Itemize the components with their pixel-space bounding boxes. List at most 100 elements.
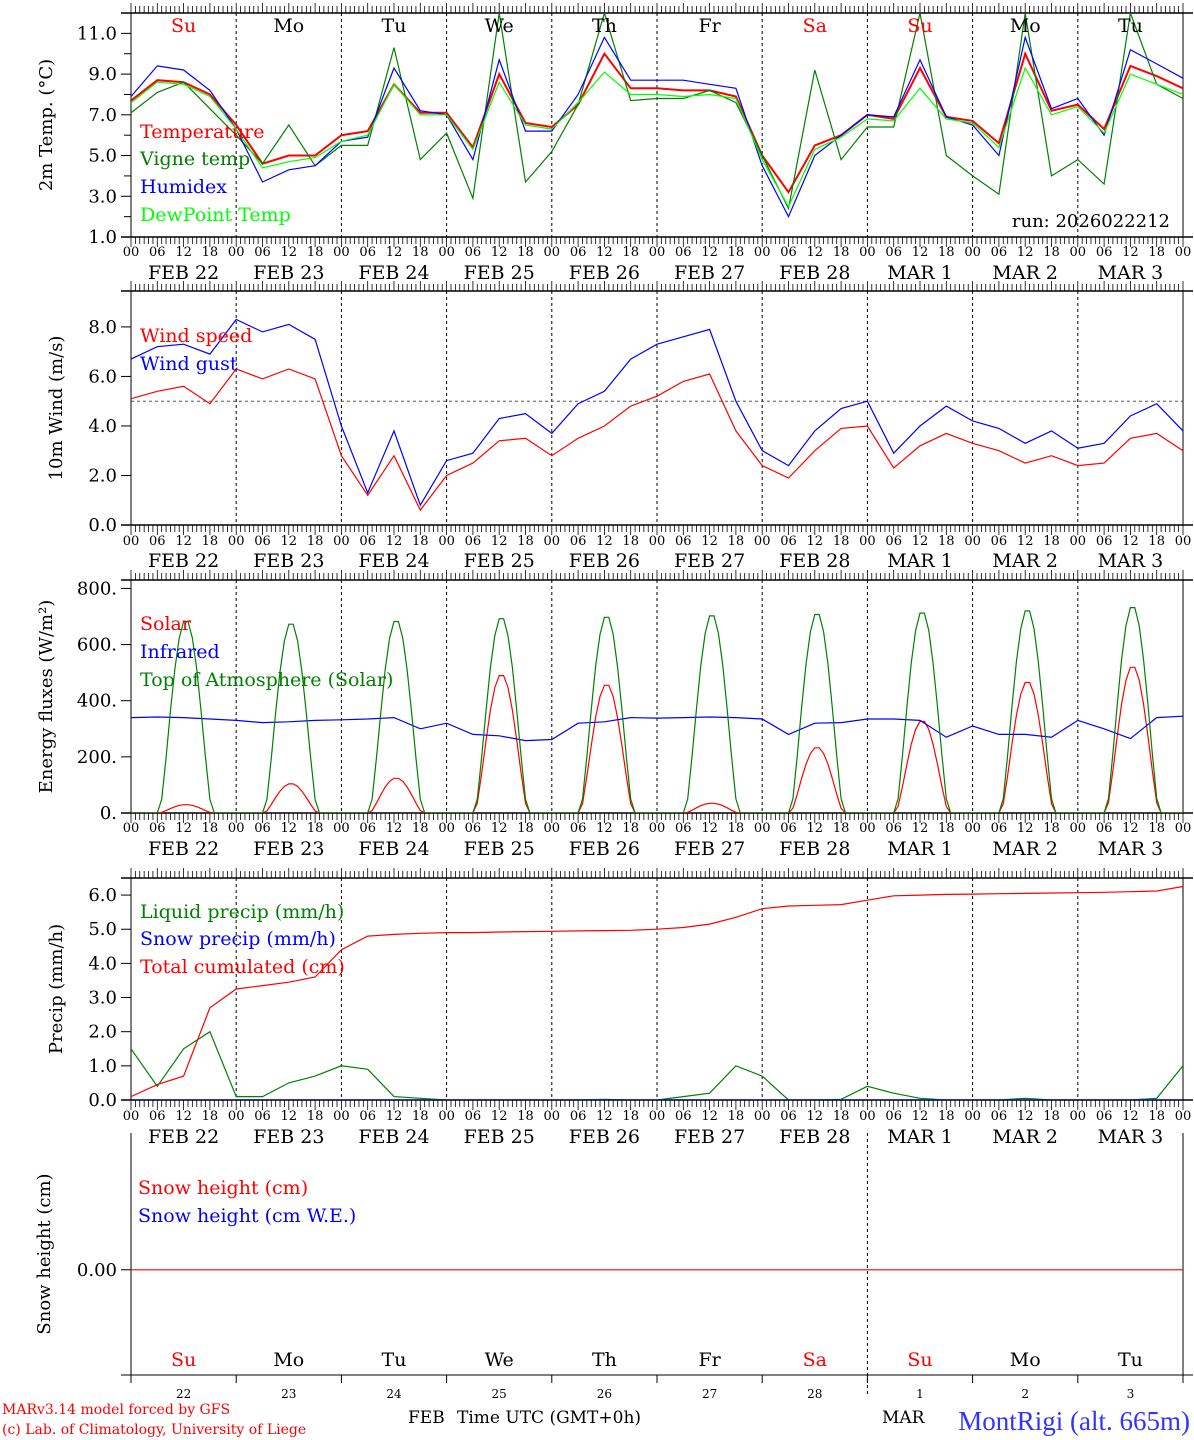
series-line-vigne-temp: [131, 13, 1183, 211]
hour-tick-label: 00: [333, 534, 350, 549]
hour-tick-label: 06: [991, 534, 1008, 549]
hour-tick-label: 06: [780, 1109, 797, 1124]
hour-tick-label: 12: [596, 534, 613, 549]
date-label: FEB 22: [148, 1126, 219, 1148]
footer: MARv3.14 model forced by GFS (c) Lab. of …: [2, 1402, 1190, 1438]
hour-tick-label: 18: [307, 534, 324, 549]
hour-tick-label: 06: [149, 1109, 166, 1124]
y-tick-label: 6.0: [88, 885, 117, 906]
legend-entry: Total cumulated (cm): [140, 956, 345, 978]
hour-tick-label: 12: [386, 821, 403, 836]
y-tick-label: 0.00: [77, 1260, 117, 1281]
date-label: FEB 25: [464, 1126, 535, 1148]
series-line-wind-speed: [131, 368, 1183, 512]
date-label: FEB 26: [569, 262, 640, 284]
hour-tick-label: 06: [885, 1109, 902, 1124]
date-label: FEB 27: [674, 1126, 745, 1148]
hour-tick-label: 12: [1122, 245, 1139, 260]
day-number-label: 28: [807, 1387, 822, 1401]
hour-tick-label: 12: [807, 821, 824, 836]
date-label: FEB 28: [779, 1126, 850, 1148]
y-axis-title: Precip (mm/h): [46, 924, 67, 1054]
y-tick-label: 0.0: [88, 1090, 117, 1111]
hour-tick-label: 00: [964, 245, 981, 260]
hour-tick-label: 12: [701, 821, 718, 836]
hour-tick-label: 00: [1070, 1109, 1087, 1124]
date-label: MAR 2: [992, 262, 1058, 284]
hour-tick-label: 12: [386, 1109, 403, 1124]
hour-tick-label: 06: [359, 821, 376, 836]
y-tick-label: 400.: [77, 691, 117, 712]
hour-tick-label: 18: [938, 821, 955, 836]
hour-tick-label: 12: [596, 245, 613, 260]
legend-entry: Liquid precip (mm/h): [140, 901, 344, 923]
hour-tick-label: 12: [491, 1109, 508, 1124]
hour-tick-label: 12: [281, 245, 298, 260]
day-name-label: Su: [171, 1349, 196, 1371]
y-tick-label: 4.0: [88, 416, 117, 437]
day-name-label: Su: [907, 15, 932, 37]
day-name-label: Tu: [382, 15, 407, 37]
hour-tick-label: 00: [1175, 245, 1192, 260]
date-label: FEB 25: [464, 838, 535, 860]
hour-tick-label: 06: [780, 245, 797, 260]
hour-tick-label: 18: [307, 1109, 324, 1124]
hour-tick-label: 12: [912, 821, 929, 836]
hour-tick-label: 06: [149, 245, 166, 260]
hour-tick-label: 18: [1148, 245, 1165, 260]
y-axis-title: 10m Wind (m/s): [46, 336, 67, 481]
hour-tick-label: 06: [885, 245, 902, 260]
day-name-label: Sa: [803, 1349, 827, 1371]
hour-tick-label: 06: [885, 821, 902, 836]
hour-tick-label: 00: [1070, 821, 1087, 836]
legend-entry: DewPoint Temp: [140, 204, 291, 226]
hour-tick-label: 18: [622, 534, 639, 549]
lab-credit: (c) Lab. of Climatology, University of L…: [2, 1422, 306, 1438]
hour-tick-label: 06: [465, 245, 482, 260]
hour-tick-label: 06: [991, 1109, 1008, 1124]
hour-tick-label: 06: [465, 1109, 482, 1124]
hour-tick-label: 18: [728, 534, 745, 549]
hour-tick-label: 18: [202, 1109, 219, 1124]
date-label: FEB 24: [358, 262, 429, 284]
hour-tick-label: 06: [675, 245, 692, 260]
y-tick-label: 7.0: [88, 105, 117, 126]
panel-2m-temperature: 00 06 12 18 00 06 12 18 00 06 12 18 00 06 12 18 00 06 12 18…: [36, 3, 1193, 284]
hour-tick-label: 00: [544, 821, 561, 836]
date-label: FEB 26: [569, 838, 640, 860]
y-tick-label: 0.: [100, 803, 117, 824]
hour-tick-label: 00: [754, 534, 771, 549]
hour-tick-label: 06: [1096, 1109, 1113, 1124]
date-label: MAR 2: [992, 550, 1058, 572]
series-group: [131, 318, 1183, 512]
legend-entry: Snow height (cm W.E.): [138, 1205, 356, 1227]
hour-tick-label: 00: [438, 821, 455, 836]
date-label: FEB 27: [674, 262, 745, 284]
date-label: FEB 25: [464, 262, 535, 284]
hour-tick-label: 06: [465, 821, 482, 836]
date-label: MAR 1: [887, 262, 953, 284]
hour-tick-label: 06: [254, 821, 271, 836]
hour-tick-label: 18: [307, 245, 324, 260]
hour-tick-label: 06: [780, 534, 797, 549]
y-axis-title: Energy fluxes (W/m²): [36, 600, 57, 794]
hour-tick-label: 06: [254, 245, 271, 260]
day-number-label: 3: [1127, 1387, 1135, 1401]
x-axis-month-label: FEB: [408, 1408, 445, 1428]
y-axis-title: Snow height (cm): [34, 1173, 55, 1334]
hour-tick-label: 18: [728, 821, 745, 836]
hour-tick-label: 00: [859, 534, 876, 549]
hour-tick-label: 18: [938, 534, 955, 549]
day-name-label: Tu: [1118, 15, 1143, 37]
day-name-label: Th: [592, 1349, 617, 1371]
hour-tick-label: 12: [1017, 245, 1034, 260]
hour-tick-label: 06: [1096, 245, 1113, 260]
date-label: FEB 22: [148, 838, 219, 860]
hour-tick-label: 12: [281, 821, 298, 836]
hour-tick-label: 18: [412, 821, 429, 836]
date-label: FEB 27: [674, 550, 745, 572]
hour-tick-label: 18: [622, 245, 639, 260]
day-name-label: Mo: [273, 1349, 304, 1371]
hour-tick-label: 12: [701, 534, 718, 549]
